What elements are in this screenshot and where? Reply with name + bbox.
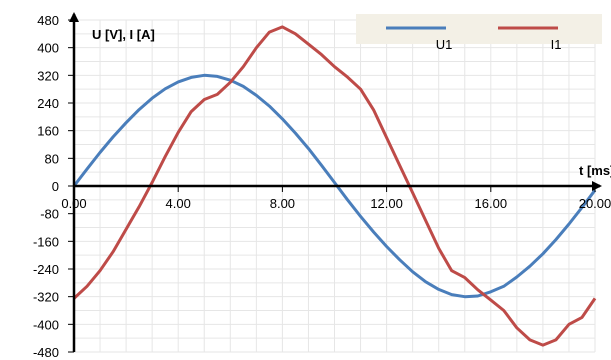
- x-tick-label: 20.00: [579, 196, 611, 211]
- y-tick-label: -160: [33, 234, 59, 249]
- x-tick-labels: 0.00 4.00 8.00 12.00 16.00 20.00: [61, 186, 611, 211]
- y-tick-label: 80: [45, 151, 59, 166]
- x-tick-label: 12.00: [370, 196, 403, 211]
- y-tick-label: -240: [33, 262, 59, 277]
- y-tick-label: -480: [33, 345, 59, 360]
- x-tick-label: 4.00: [166, 196, 191, 211]
- y-tick-label: 320: [37, 68, 59, 83]
- legend-label-i1: I1: [551, 37, 562, 52]
- series-line-u1: [72, 73, 597, 299]
- x-axis-title: t [ms]: [579, 163, 611, 178]
- series-group: [72, 25, 597, 347]
- x-tick-label: 0.00: [61, 196, 86, 211]
- series-line-i1: [72, 25, 597, 347]
- y-tick-label: 160: [37, 124, 59, 139]
- y-tick-label: 0: [52, 179, 59, 194]
- x-tick-label: 8.00: [270, 196, 295, 211]
- y-tick-labels: 480 400 320 240 160 80 0 -80 -160 -240 -320 -400 -48…: [33, 13, 74, 360]
- y-tick-label: 400: [37, 41, 59, 56]
- axes: [69, 12, 602, 352]
- y-tick-label: -400: [33, 317, 59, 332]
- y-tick-label: 480: [37, 13, 59, 28]
- y-tick-label: -320: [33, 290, 59, 305]
- legend: U1 I1: [356, 14, 602, 52]
- y-tick-label: -80: [40, 207, 59, 222]
- legend-label-u1: U1: [436, 37, 453, 52]
- y-axis-title: U [V], I [A]: [92, 27, 155, 42]
- y-tick-label: 240: [37, 96, 59, 111]
- x-tick-label: 16.00: [475, 196, 508, 211]
